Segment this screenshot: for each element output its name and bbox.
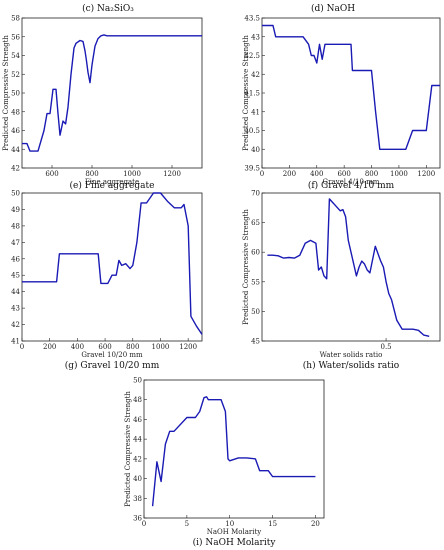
plot-frame: [261, 17, 441, 169]
caption-d: (d) NaOH: [311, 3, 355, 14]
y-tick-label: 39.5: [244, 165, 260, 173]
x-tick-label: 5: [185, 520, 189, 528]
panel-caption: (e) Fine aggregate: [70, 180, 155, 191]
y-tick-label: 46: [11, 255, 20, 263]
y-tick-label: 38: [133, 495, 142, 503]
y-tick-label: 55: [251, 278, 260, 286]
plot-frame: [261, 192, 441, 342]
y-tick-label: 43: [251, 33, 260, 41]
x-tick-label: 400: [71, 343, 84, 351]
y-tick-label: 46: [133, 416, 142, 424]
x-axis-label: Gravel 10/20 mm: [81, 351, 143, 359]
y-tick-label: 42: [133, 455, 142, 463]
y-tick-label: 65: [251, 219, 260, 227]
x-tick-label: 0: [142, 520, 146, 528]
series-line: [22, 34, 202, 152]
x-tick-label: 20: [311, 520, 320, 528]
chart-panel-2: 41 42 43 44 45 46 47 48 49 50 0 200 400 600 800 1000 120…: [11, 190, 203, 371]
y-tick-label: 48: [11, 108, 20, 116]
x-tick-label: 600: [98, 343, 111, 351]
chart-panel-4: 36 38 40 42 44 46 48 50 0 5 10 15 20 NaOH Molarity Pre…: [124, 377, 325, 548]
plot-frame: [21, 17, 203, 169]
y-tick-label: 42: [11, 321, 20, 329]
y-tick-label: 44: [11, 146, 20, 154]
y-tick-label: 56: [11, 33, 20, 41]
y-tick-label: 50: [133, 377, 142, 385]
x-axis-label: Fine aggregate: [85, 178, 139, 186]
series-line: [267, 198, 430, 337]
y-tick-label: 40: [133, 475, 142, 483]
y-tick-label: 46: [11, 127, 20, 135]
x-axis-label: NaOH Molarity: [207, 528, 262, 536]
y-tick-label: 43.5: [244, 15, 260, 23]
y-tick-label: 42: [251, 71, 260, 79]
x-tick-label: 0: [20, 343, 24, 351]
x-tick-label: 1000: [123, 170, 141, 178]
y-tick-label: 43: [11, 305, 20, 313]
y-axis-label: Predicted Compressive Strength: [242, 209, 250, 325]
series-line: [151, 396, 316, 507]
x-tick-label: 200: [283, 170, 296, 178]
x-tick-label: 200: [43, 343, 56, 351]
y-tick-label: 42.5: [244, 52, 260, 60]
plot-frame: [21, 192, 203, 342]
x-tick-label: 1000: [152, 343, 170, 351]
x-tick-label: 1200: [179, 343, 197, 351]
y-tick-label: 49: [11, 206, 20, 214]
y-tick-label: 48: [133, 396, 142, 404]
y-tick-label: 42: [11, 165, 20, 173]
x-axis-label: Water solids ratio: [320, 351, 383, 359]
y-tick-label: 50: [11, 90, 20, 98]
x-tick-label: 400: [310, 170, 323, 178]
x-tick-label: 600: [337, 170, 350, 178]
y-tick-label: 52: [11, 71, 20, 79]
y-tick-label: 44: [11, 288, 20, 296]
x-tick-label: 800: [126, 343, 139, 351]
x-tick-label: 0: [260, 170, 264, 178]
y-tick-label: 54: [11, 52, 20, 60]
y-tick-label: 45: [251, 338, 260, 346]
caption-c: (c) Na₂SiO₃: [82, 3, 134, 14]
y-tick-label: 58: [11, 15, 20, 23]
series-line: [262, 24, 440, 151]
x-tick-label: 800: [85, 170, 98, 178]
y-tick-label: 41: [251, 108, 260, 116]
y-tick-label: 45: [11, 272, 20, 280]
x-tick-label: 0.5: [380, 343, 391, 351]
y-tick-label: 50: [251, 308, 260, 316]
x-tick-label: 15: [268, 520, 277, 528]
y-tick-label: 47: [11, 239, 20, 247]
y-tick-label: 60: [251, 249, 260, 257]
x-tick-label: 1000: [390, 170, 408, 178]
y-tick-label: 40: [251, 146, 260, 154]
x-tick-label: 800: [365, 170, 378, 178]
y-tick-label: 48: [11, 222, 20, 230]
plot-frame: [143, 379, 325, 519]
y-axis-label: Predicted Compressive Strength: [2, 35, 10, 151]
y-tick-label: 44: [133, 436, 142, 444]
y-axis-label: Predicted Compressive Strength: [124, 391, 132, 507]
series-line: [22, 192, 203, 335]
y-tick-label: 41.5: [244, 90, 260, 98]
x-tick-label: 1200: [163, 170, 181, 178]
chart-panel-0: 42 44 46 48 50 52 54 56 58 600 800 1000 1200 Fine agg…: [2, 15, 203, 191]
y-tick-label: 36: [133, 515, 142, 523]
y-axis-label: Predicted Compressive Strength: [242, 35, 250, 151]
x-tick-label: 600: [45, 170, 58, 178]
panel-caption: (i) NaOH Molarity: [193, 537, 277, 548]
panel-caption: (g) Gravel 10/20 mm: [65, 360, 160, 371]
y-tick-label: 70: [251, 190, 260, 198]
x-axis-label: Gravel 4/10 mm: [323, 178, 380, 186]
y-tick-label: 41: [11, 338, 20, 346]
panel-caption: (h) Water/solids ratio: [303, 360, 399, 371]
x-tick-label: 10: [225, 520, 234, 528]
y-tick-label: 50: [11, 190, 20, 198]
x-tick-label: 1200: [417, 170, 435, 178]
panel-caption: (f) Gravel 4/10 mm: [308, 180, 395, 191]
chart-panel-1: 39.5 40 40.5 41 41.5 42 42.5 43 43.5 0 200 400 600 80…: [242, 15, 441, 191]
y-tick-label: 40.5: [244, 127, 260, 135]
